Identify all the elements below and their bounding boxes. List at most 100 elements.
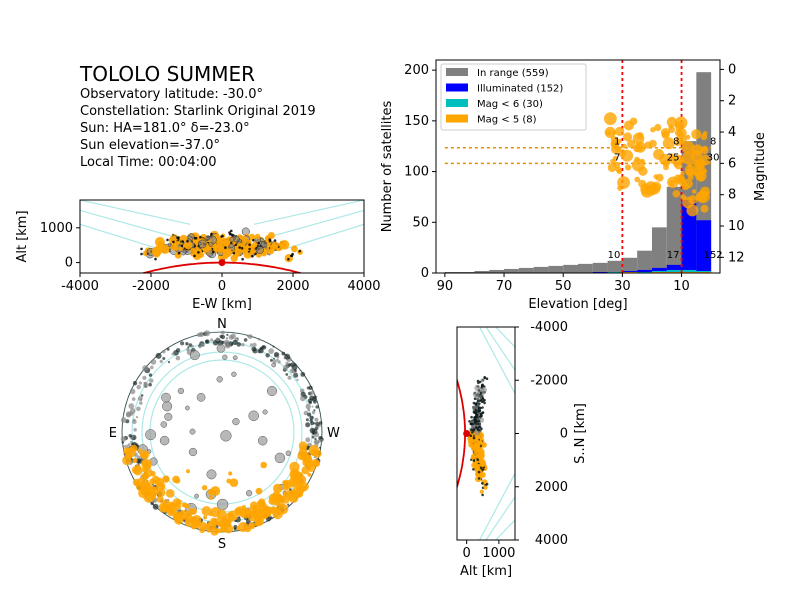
- sky-satellite-point: [215, 337, 220, 342]
- ew-shell-line: [253, 200, 364, 225]
- sky-satellite-point: [257, 435, 268, 446]
- sky-satellite-point: [303, 410, 309, 416]
- hist-xtick-label: 30: [614, 279, 631, 294]
- sky-satellite-point: [145, 429, 157, 441]
- hist-ytick-label: 150: [404, 114, 429, 129]
- sky-illuminated-point: [217, 520, 225, 528]
- sky-illuminated-point: [282, 484, 290, 491]
- sky-illuminated-point: [203, 515, 208, 520]
- hist-magnitude-point: [685, 167, 696, 177]
- sky-illuminated-point: [141, 452, 148, 459]
- ns-satellite-point: [476, 394, 483, 401]
- sky-illuminated-point: [151, 475, 160, 484]
- sky-illuminated-point: [210, 527, 219, 536]
- ew-shell-line: [264, 209, 364, 239]
- sky-illuminated-point: [122, 455, 132, 466]
- hist-legend-swatch: [446, 68, 468, 76]
- ns-satellite-point: [483, 376, 487, 379]
- sky-satellite-point: [305, 437, 311, 443]
- sky-satellite-point: [131, 397, 136, 401]
- hist-magnitude-point: [650, 127, 656, 133]
- sky-satellite-point: [232, 355, 238, 361]
- ew-shell-line: [80, 209, 180, 239]
- sky-satellite-point: [296, 378, 299, 382]
- sky-satellite-point: [311, 428, 318, 435]
- hist-magnitude-point: [615, 126, 625, 136]
- sky-satellite-point: [162, 401, 173, 412]
- hist-bar-1: [637, 269, 652, 273]
- ew-satellite-point: [193, 254, 196, 258]
- sky-satellite-point: [273, 357, 275, 360]
- ew-observatory-marker: [218, 259, 226, 267]
- sky-illuminated-point: [201, 506, 212, 516]
- hist-magnitude-point: [691, 129, 702, 140]
- ns-satellite-point: [480, 386, 487, 394]
- ns-satellite-point: [478, 425, 482, 429]
- sky-satellite-point: [177, 387, 185, 395]
- ew-satellite-point: [251, 244, 256, 249]
- info-latitude: Observatory latitude: -30.0°: [80, 87, 264, 102]
- ew-satellite-point: [197, 241, 202, 246]
- hist-y2tick-label: 6: [728, 156, 736, 171]
- sky-satellite-point: [318, 446, 321, 449]
- sky-satellite-point: [221, 340, 225, 344]
- ew-satellite-point: [256, 246, 264, 254]
- hist-magnitude-point: [677, 128, 687, 138]
- sky-label-e: E: [109, 426, 117, 441]
- hist-bar-2: [637, 271, 652, 273]
- hist-y2tick-label: 10: [728, 219, 745, 234]
- hist-bar-1: [696, 220, 712, 273]
- hist-ytick-label: 200: [404, 63, 429, 78]
- sky-satellite-point: [136, 384, 141, 390]
- hist-legend-box: [440, 63, 587, 131]
- ns-satellite-point: [470, 415, 473, 419]
- sky-illuminated-point: [181, 502, 186, 507]
- sky-satellite-point: [270, 516, 273, 519]
- ns-satellite-point: [479, 414, 483, 418]
- ew-ytick-label: 1000: [40, 221, 73, 236]
- hist-xtick-label: 10: [673, 279, 690, 294]
- sky-satellite-point: [159, 359, 163, 364]
- ns-satellite-point: [477, 451, 483, 457]
- ew-satellite-point: [232, 251, 236, 255]
- sky-label-s: S: [218, 537, 226, 552]
- sky-satellite-point: [132, 381, 138, 386]
- hist-magnitude-point: [691, 189, 697, 194]
- sky-satellite-point: [142, 365, 149, 372]
- ew-satellite-point: [231, 234, 235, 237]
- sky-satellite-point: [219, 334, 223, 339]
- sky-satellite-point: [238, 516, 241, 519]
- ew-satellite-point: [248, 243, 251, 246]
- sky-label-w: W: [327, 426, 340, 441]
- hist-bar-0: [504, 268, 519, 273]
- ns-satellite-point: [472, 401, 476, 405]
- sky-satellite-point: [136, 406, 141, 412]
- hist-bar-0: [518, 267, 534, 273]
- ns-satellite-point: [476, 400, 480, 403]
- sky-satellite-point: [206, 469, 217, 480]
- sky-satellite-point: [220, 430, 232, 442]
- sky-satellite-point: [257, 338, 261, 341]
- ns-satellite-point: [474, 413, 478, 416]
- sky-illuminated-point: [272, 492, 283, 504]
- sky-satellite-point: [180, 343, 183, 346]
- hist-legend-swatch: [446, 83, 468, 92]
- hist-magnitude-point: [626, 139, 636, 148]
- sky-satellite-point: [230, 333, 236, 340]
- sky-satellite-point: [305, 418, 309, 422]
- sky-satellite-point: [150, 365, 154, 370]
- hist-magnitude-point: [699, 154, 711, 166]
- hist-legend-label: Mag < 6 (30): [477, 99, 543, 110]
- hist-magnitude-point: [604, 112, 617, 126]
- sky-illuminated-point: [172, 498, 181, 507]
- hist-magnitude-point: [607, 163, 617, 172]
- sky-satellite-point: [139, 401, 143, 405]
- sky-satellite-point: [251, 346, 257, 352]
- ew-satellite-point: [190, 247, 197, 254]
- ns-satellite-point: [471, 422, 474, 426]
- hist-bar-0: [666, 186, 682, 273]
- sky-label-n: N: [217, 317, 227, 332]
- sky-satellite-point: [199, 332, 204, 336]
- sky-satellite-point: [129, 408, 136, 414]
